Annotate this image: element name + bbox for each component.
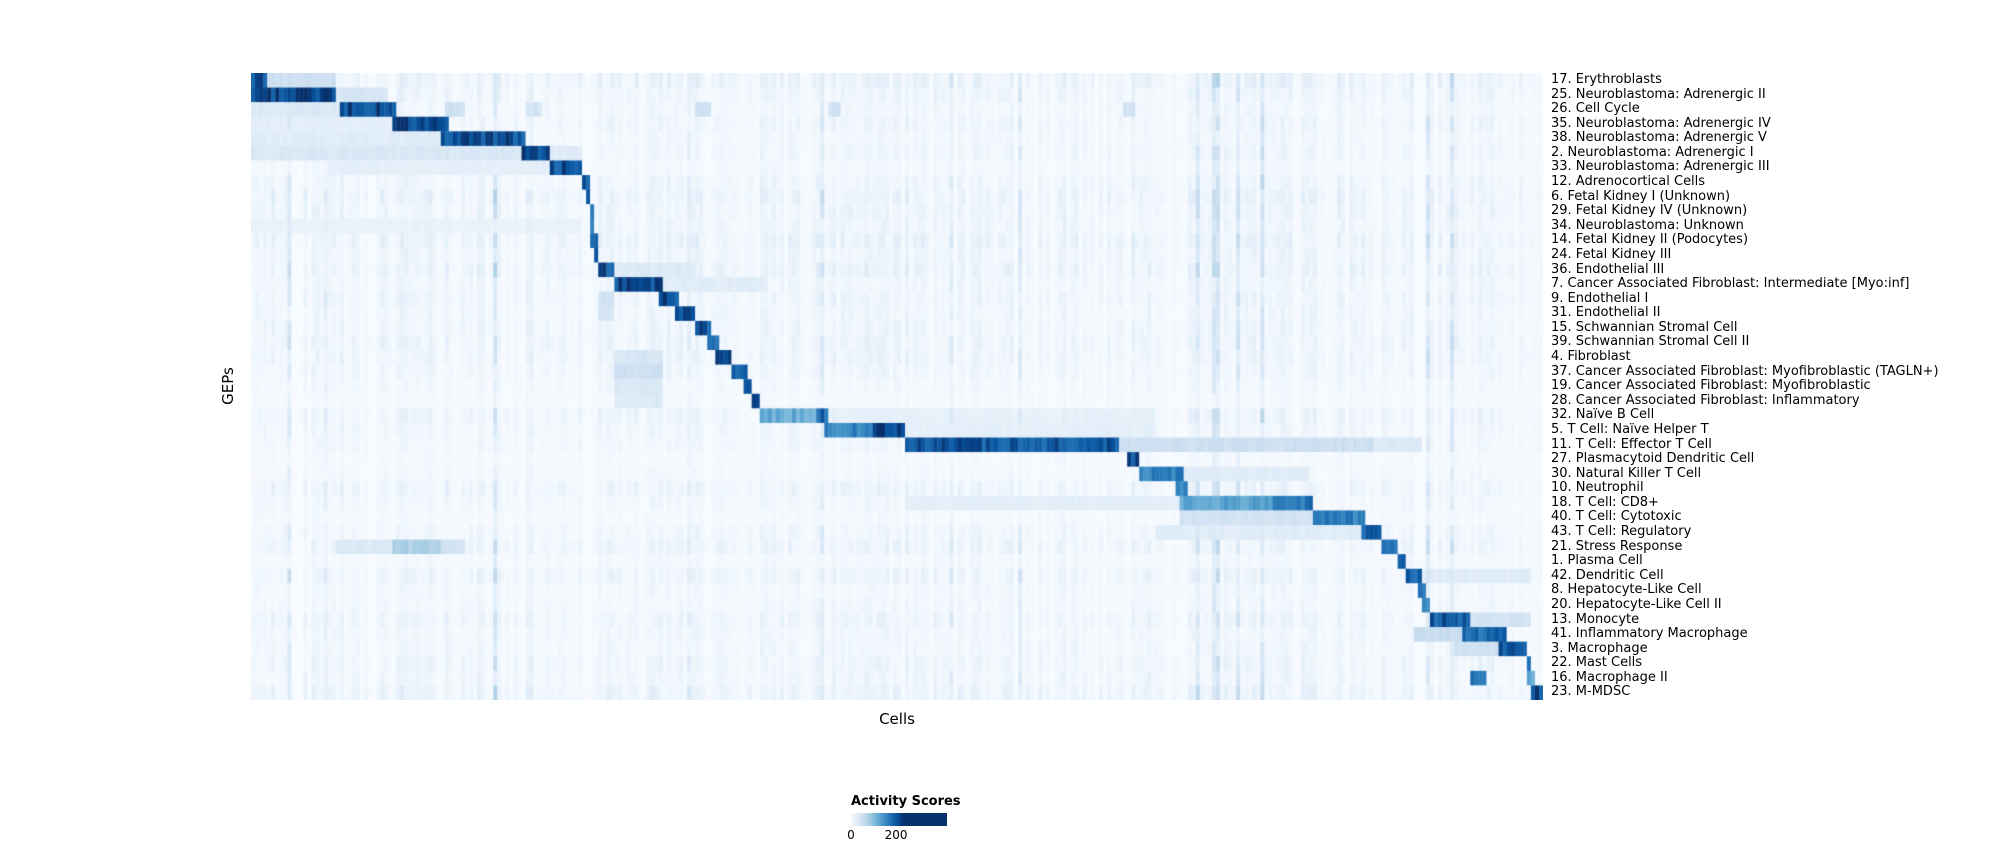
gep-row-label: 43. T Cell: Regulatory xyxy=(1551,524,1692,540)
gep-row-label: 20. Hepatocyte-Like Cell II xyxy=(1551,596,1722,612)
gep-row-label: 2. Neuroblastoma: Adrenergic I xyxy=(1551,144,1754,160)
gep-row-label: 17. Erythroblasts xyxy=(1551,72,1662,87)
gep-row-label: 28. Cancer Associated Fibroblast: Inflam… xyxy=(1551,392,1860,408)
legend-tick-label: 200 xyxy=(884,828,908,842)
gep-row-label: 24. Fetal Kidney III xyxy=(1551,246,1672,262)
gep-row-label: 25. Neuroblastoma: Adrenergic II xyxy=(1551,86,1766,102)
gep-row-label: 13. Monocyte xyxy=(1551,611,1640,627)
heatmap-canvas xyxy=(251,73,1543,700)
gep-row-label: 22. Mast Cells xyxy=(1551,655,1643,671)
gep-row-label: 15. Schwannian Stromal Cell xyxy=(1551,319,1738,335)
gep-row-label: 3. Macrophage xyxy=(1551,640,1648,656)
gep-row-label: 6. Fetal Kidney I (Unknown) xyxy=(1551,188,1731,204)
gep-row-label: 10. Neutrophil xyxy=(1551,480,1644,496)
y-axis-label: GEPs xyxy=(219,367,237,405)
gep-row-label: 12. Adrenocortical Cells xyxy=(1551,174,1706,190)
gep-row-label: 7. Cancer Associated Fibroblast: Interme… xyxy=(1551,276,1910,292)
gep-row-label: 23. M-MDSC xyxy=(1551,684,1631,700)
gep-row-label: 41. Inflammatory Macrophage xyxy=(1551,626,1748,642)
gep-row-label: 26. Cell Cycle xyxy=(1551,101,1640,117)
gep-row-label: 19. Cancer Associated Fibroblast: Myofib… xyxy=(1551,378,1871,394)
gep-row-label: 36. Endothelial III xyxy=(1551,261,1665,277)
legend-tick-label: 0 xyxy=(847,828,855,842)
gep-row-label: 5. T Cell: Naïve Helper T xyxy=(1551,421,1709,437)
gep-row-label: 29. Fetal Kidney IV (Unknown) xyxy=(1551,203,1748,219)
legend-title: Activity Scores xyxy=(851,794,961,809)
gep-row-label: 40. T Cell: Cytotoxic xyxy=(1551,509,1682,525)
gep-row-label: 38. Neuroblastoma: Adrenergic V xyxy=(1551,130,1767,146)
gep-row-label: 18. T Cell: CD8+ xyxy=(1551,494,1659,510)
gep-row-label: 21. Stress Response xyxy=(1551,538,1683,554)
gep-row-label: 9. Endothelial I xyxy=(1551,290,1649,306)
x-axis-label: Cells xyxy=(879,710,915,728)
gep-row-label: 32. Naïve B Cell xyxy=(1551,407,1655,423)
gep-row-label: 33. Neuroblastoma: Adrenergic III xyxy=(1551,159,1770,175)
gep-row-label: 4. Fibroblast xyxy=(1551,349,1631,365)
gep-row-label: 1. Plasma Cell xyxy=(1551,553,1643,569)
gep-row-label: 35. Neuroblastoma: Adrenergic IV xyxy=(1551,115,1771,131)
gep-row-label: 37. Cancer Associated Fibroblast: Myofib… xyxy=(1551,363,1939,379)
gep-row-label: 34. Neuroblastoma: Unknown xyxy=(1551,217,1744,233)
legend-tick-labels: 0 200 xyxy=(847,826,947,842)
colorbar-legend: Activity Scores 0 200 xyxy=(847,794,961,842)
gep-row-label: 27. Plasmacytoid Dendritic Cell xyxy=(1551,451,1755,467)
row-labels: 17. Erythroblasts 25. Neuroblastoma: Adre… xyxy=(1551,72,2006,700)
gep-row-label: 14. Fetal Kidney II (Podocytes) xyxy=(1551,232,1749,248)
gep-row-label: 31. Endothelial II xyxy=(1551,305,1661,321)
gep-row-label: 16. Macrophage II xyxy=(1551,669,1668,685)
legend-gradient-bar xyxy=(851,813,947,826)
gep-row-label: 39. Schwannian Stromal Cell II xyxy=(1551,334,1750,350)
gep-row-label: 11. T Cell: Effector T Cell xyxy=(1551,436,1712,452)
gep-row-label: 8. Hepatocyte-Like Cell xyxy=(1551,582,1702,598)
gep-row-label: 30. Natural Killer T Cell xyxy=(1551,465,1702,481)
gep-row-label: 42. Dendritic Cell xyxy=(1551,567,1664,583)
